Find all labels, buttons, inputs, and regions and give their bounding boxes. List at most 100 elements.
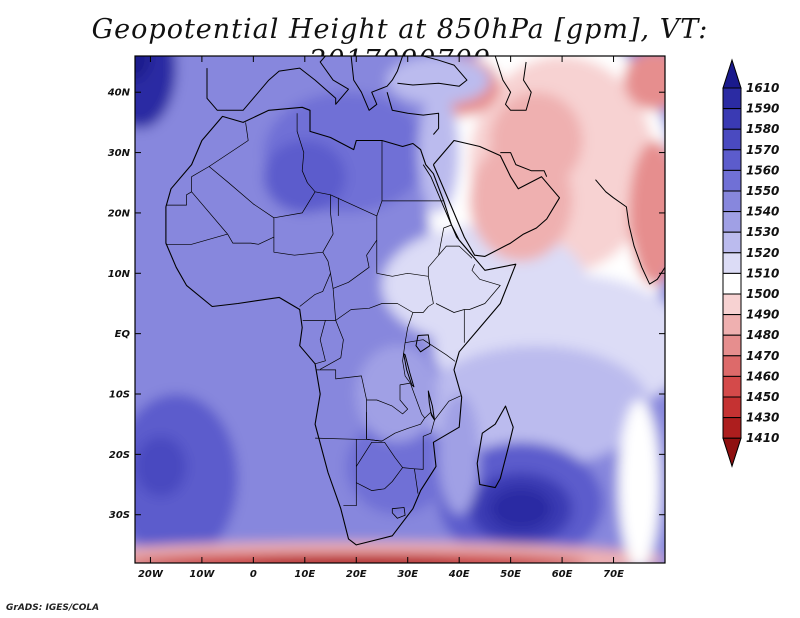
plot-frame <box>134 55 666 564</box>
field-blob <box>423 345 650 467</box>
colorbar-swatch <box>722 190 742 213</box>
black-sea-coastline <box>397 56 468 87</box>
longitude-axis: 20W 10W 0 10E 20E 30E 40E 50E 60E 70E <box>138 56 624 580</box>
field-blob <box>135 56 177 129</box>
country-border <box>165 191 228 245</box>
colorbar-swatch <box>722 375 742 398</box>
field-blob <box>438 394 480 515</box>
country-border <box>315 320 326 365</box>
asia-minor-coastline <box>386 92 440 135</box>
country-border <box>227 217 275 245</box>
colorbar-level-label: 1510 <box>746 266 779 280</box>
colorbar-swatch <box>722 272 742 295</box>
lon-tick-label: 20E <box>346 569 367 580</box>
lake-victoria <box>415 334 431 353</box>
lake-malawi <box>427 390 435 421</box>
country-border <box>316 369 367 401</box>
colorbar-level-label: 1450 <box>746 390 779 404</box>
coastlines-borders <box>165 56 665 546</box>
colorbar-level-label: 1480 <box>746 328 779 342</box>
field-blob <box>418 92 460 213</box>
lake-tanganyika <box>403 353 415 388</box>
field-blob <box>387 56 491 105</box>
lat-tick-label: 20N <box>108 208 131 219</box>
latitude-axis: 40N 30N 20N 10N EQ 10S 20S 30S <box>107 88 665 521</box>
country-border <box>165 166 210 206</box>
country-border <box>414 411 435 494</box>
colorbar-level-label: 1550 <box>746 184 779 198</box>
colorbar-bottom-arrow <box>722 437 742 468</box>
colorbar-level-label: 1590 <box>746 102 779 116</box>
colorbar-level-label: 1470 <box>746 349 779 363</box>
lat-tick-label: 20S <box>109 450 130 461</box>
field-blob <box>490 487 552 530</box>
red-sea-coastline <box>422 164 473 256</box>
colorbar-swatch <box>722 293 742 316</box>
colorbar-swatch <box>722 108 742 130</box>
colorbar-swatch <box>722 252 742 274</box>
lat-tick-label: EQ <box>115 329 131 340</box>
lon-tick-label: 10W <box>189 569 215 580</box>
field-blob <box>135 56 151 81</box>
field-blob <box>135 436 187 497</box>
country-border <box>366 312 414 440</box>
country-border <box>427 276 434 307</box>
colorbar-level-label: 1580 <box>746 122 779 136</box>
lat-tick-label: 10N <box>108 269 131 280</box>
lon-tick-label: 10E <box>294 569 315 580</box>
country-border <box>330 194 378 289</box>
country-border <box>434 395 461 421</box>
arabia-coastline <box>432 139 561 257</box>
madagascar-coastline <box>476 405 514 489</box>
colorbar-swatch <box>722 355 742 377</box>
europe-coastline <box>206 56 349 111</box>
country-border <box>299 252 331 307</box>
field-blob <box>356 345 439 443</box>
country-border <box>208 122 249 167</box>
colorbar-level-label: 1520 <box>746 246 779 260</box>
field-shading <box>135 56 665 563</box>
colorbar-level-label: 1490 <box>746 308 779 322</box>
country-border <box>435 264 501 313</box>
country-border <box>315 437 383 442</box>
country-border <box>405 339 456 362</box>
lon-tick-label: 40E <box>448 569 470 580</box>
colorbar-swatch <box>722 149 742 171</box>
field-blob <box>628 140 665 286</box>
colorbar-swatch <box>722 169 742 192</box>
colorbar-level-label: 1540 <box>746 205 779 219</box>
africa-coastline <box>165 106 517 546</box>
colorbar-level-label: 1570 <box>746 143 779 157</box>
lon-tick-label: 30E <box>397 569 418 580</box>
lon-tick-label: 50E <box>500 569 521 580</box>
colorbar-level-label: 1500 <box>746 287 779 301</box>
colorbar-swatch <box>722 211 742 233</box>
colorbar-level-label: 1530 <box>746 225 779 239</box>
country-border <box>356 482 385 491</box>
lon-tick-label: 60E <box>552 569 573 580</box>
balkans-coastline <box>350 56 404 111</box>
persian-gulf-coastline <box>500 152 548 177</box>
colorbar-swatch <box>722 417 742 439</box>
colorbar-swatch <box>722 231 742 254</box>
field-blob <box>618 400 660 563</box>
field-blob <box>490 92 583 189</box>
colorbar-swatch <box>722 128 742 151</box>
colorbar-swatch <box>722 334 742 357</box>
colorbar-swatch <box>722 87 742 110</box>
lat-tick-label: 30S <box>109 510 130 521</box>
field-blob <box>623 56 665 111</box>
lon-tick-label: 0 <box>250 569 257 580</box>
country-border <box>384 467 403 490</box>
caspian-coastline <box>494 56 532 111</box>
colorbar-top-arrow <box>722 58 742 89</box>
lesotho-border <box>391 507 406 519</box>
lat-tick-label: 40N <box>107 88 131 99</box>
country-border <box>273 191 334 256</box>
colorbar-level-label: 1430 <box>746 411 779 425</box>
lat-tick-label: 30N <box>108 148 131 159</box>
colorbar-level-label: 1560 <box>746 163 779 177</box>
colorbar-level-label: 1410 <box>746 431 779 445</box>
lat-tick-label: 10S <box>109 390 130 401</box>
